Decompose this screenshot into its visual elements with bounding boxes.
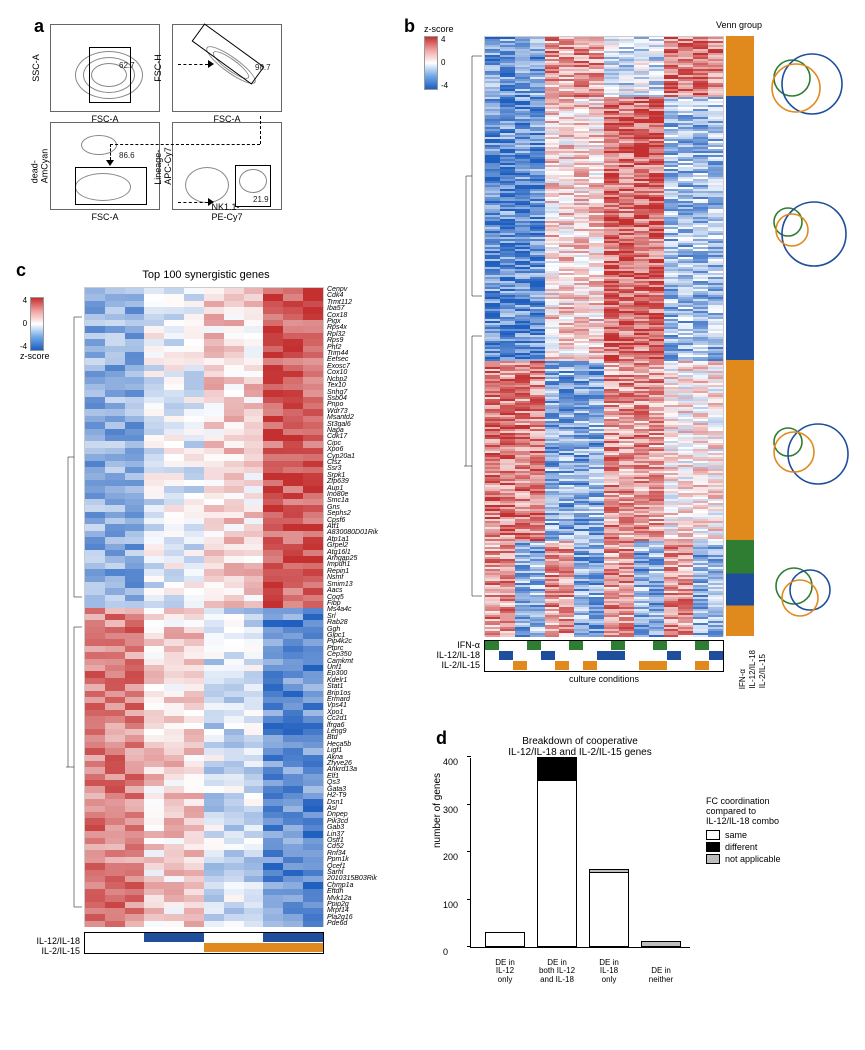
x-tick-label: DE in IL-12 only [480, 959, 530, 985]
arrow-head-icon [208, 60, 214, 68]
legend-item: same [706, 830, 781, 840]
culture-row-labels: IFN-αIL-12/IL-18IL-2/IL-15 [428, 640, 480, 670]
gating-arrow [260, 116, 261, 144]
venn-diagram [764, 36, 856, 96]
arrow-head-icon [208, 198, 214, 206]
panel-a: 62.7SSC-AFSC-A98.7FSC-HFSC-A 86.6dead- A… [50, 24, 370, 220]
culture-axis-label: culture conditions [484, 674, 724, 684]
culture-conditions-b: culture conditions [484, 640, 724, 684]
zscore-colorbar: z-score 4 0 -4 [424, 24, 454, 90]
heatmap-c [84, 287, 324, 927]
dendrogram-icon [464, 36, 484, 636]
flow-plot: 86.6dead- AmCyanFSC-A [50, 122, 160, 210]
gating-arrow [178, 64, 208, 65]
panel-b-label: b [404, 16, 415, 37]
zscore-gradient [30, 297, 44, 351]
zscore-title: z-score [20, 351, 50, 361]
venn-diagrams [764, 36, 856, 636]
bar [485, 932, 525, 947]
bar-chart: 0100200300400DE in IL-12 onlyDE in both … [470, 758, 690, 948]
heatmap-b [484, 36, 724, 636]
culture-row-labels-c: IL-12/IL-18IL-2/IL-15 [26, 936, 80, 956]
legend-item: not applicable [706, 854, 781, 864]
right-vert-labels: IFN-αIL-12/IL-18IL-2/IL-15 [738, 650, 768, 691]
x-tick-label: DE in IL-18 only [584, 959, 634, 985]
flow-plot: 98.7FSC-HFSC-A [172, 24, 282, 112]
gene-label: Pde6d [327, 921, 378, 927]
venn-group-title: Venn group [716, 20, 762, 30]
legend-item: different [706, 842, 781, 852]
panel-d-title: Breakdown of cooperative IL-12/IL-18 and… [450, 736, 710, 758]
panel-a-label: a [34, 16, 44, 37]
y-axis-label: number of genes [432, 773, 443, 848]
legend-d: FC coordination compared to IL-12/IL-18 … [706, 796, 781, 866]
zscore-colorbar-c: 4 0 -4 z-score [20, 297, 50, 363]
gating-arrow [110, 144, 260, 145]
venn-group-bar [726, 36, 754, 636]
panel-c-label: c [16, 260, 26, 281]
legend-title: FC coordination compared to IL-12/IL-18 … [706, 796, 781, 826]
x-tick-label: DE in both IL-12 and IL-18 [532, 959, 582, 985]
arrow-head-icon [106, 160, 114, 166]
dendrogram-icon [66, 287, 84, 927]
zscore-ticks: 4 0 -4 [20, 297, 27, 351]
panel-c-title: Top 100 synergistic genes [86, 269, 326, 281]
bar [589, 869, 629, 947]
bar [641, 941, 681, 947]
flow-plot: 62.7SSC-AFSC-A [50, 24, 160, 112]
zscore-ticks: 4 0 -4 [441, 36, 448, 90]
panel-c: Top 100 synergistic genes 4 0 -4 z-score… [26, 269, 406, 954]
venn-diagram [764, 96, 856, 360]
figure: a 62.7SSC-AFSC-A98.7FSC-HFSC-A 86.6dead-… [16, 16, 849, 1034]
gating-arrow [110, 144, 111, 160]
gating-arrow [178, 202, 208, 203]
venn-diagram [764, 360, 856, 540]
bar [537, 757, 577, 947]
x-tick-label: DE in neither [636, 967, 686, 985]
zscore-title: z-score [424, 24, 454, 34]
zscore-gradient [424, 36, 438, 90]
panel-d: Breakdown of cooperative IL-12/IL-18 and… [426, 736, 826, 948]
culture-conditions-c [84, 932, 324, 954]
gene-labels: CenpvCdk4Trmt112Iba57Cox18PigxRps4xRpl32… [327, 287, 378, 928]
venn-diagram [764, 540, 856, 636]
flow-plot: 21.9Lineage- APC-Cy7NK1.1- PE-Cy7 [172, 122, 282, 210]
